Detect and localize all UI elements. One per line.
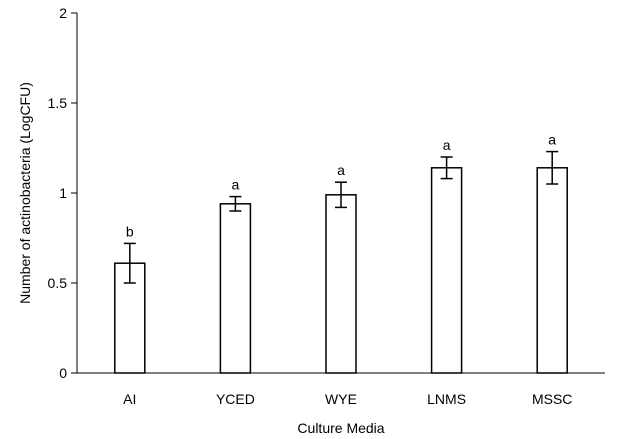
category-label-ai: AI: [123, 391, 136, 407]
category-label-mssc: MSSC: [532, 391, 572, 407]
y-tick-label: 0: [59, 365, 67, 381]
significance-label-mssc: a: [548, 132, 556, 148]
y-axis-ticks: 0 0.5 1 1.5 2: [48, 5, 77, 381]
bar-wye: [325, 194, 357, 374]
category-labels: AI YCED WYE LNMS MSSC: [123, 391, 572, 407]
error-bar-yced: [229, 195, 242, 212]
category-label-lnms: LNMS: [427, 391, 466, 407]
significance-label-ai: b: [126, 223, 134, 239]
y-axis-title: Number of actinobacteria (LogCFU): [17, 82, 33, 304]
significance-label-wye: a: [337, 162, 345, 178]
y-tick-label: 1: [59, 185, 67, 201]
bar-lnms: [430, 167, 463, 374]
category-label-wye: WYE: [325, 391, 357, 407]
error-bar-lnms: [440, 156, 453, 180]
bars: [114, 167, 568, 374]
error-bar-ai: [123, 242, 136, 284]
y-tick-label: 0.5: [48, 275, 68, 291]
category-label-yced: YCED: [216, 391, 255, 407]
x-axis-title: Culture Media: [297, 420, 384, 436]
y-tick-label: 2: [59, 5, 67, 21]
error-bar-mssc: [546, 150, 559, 185]
bar-yced: [219, 203, 252, 374]
bar-mssc: [536, 167, 568, 374]
error-bars: [123, 150, 559, 284]
y-tick-label: 1.5: [48, 95, 68, 111]
significance-labels: b a a a a: [126, 132, 556, 240]
error-bar-wye: [335, 181, 347, 209]
significance-label-yced: a: [232, 177, 240, 193]
significance-label-lnms: a: [443, 137, 451, 153]
